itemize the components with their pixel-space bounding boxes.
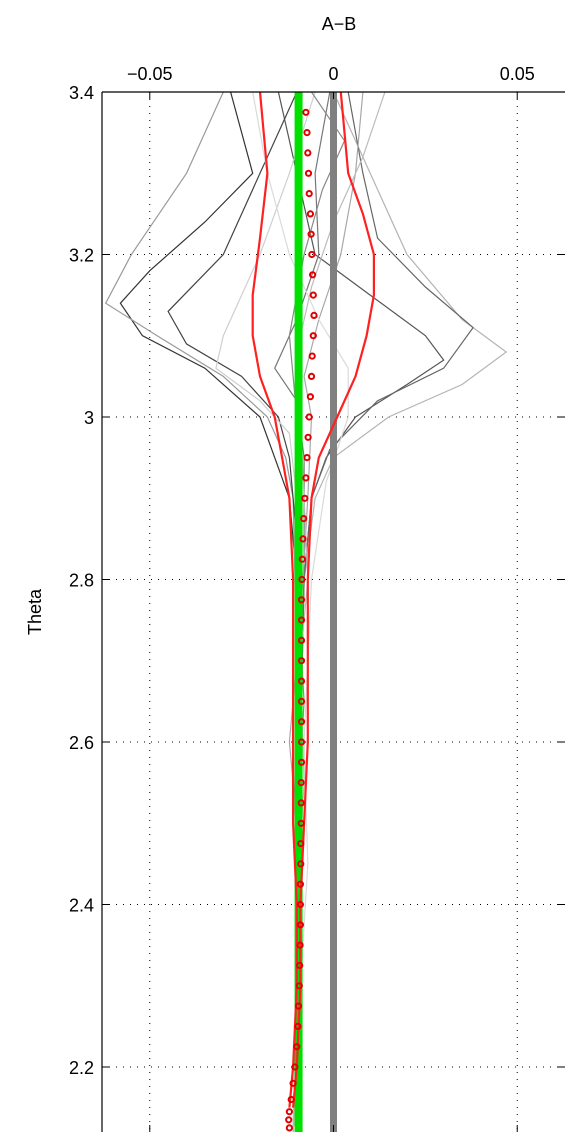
median-marker-10 (310, 311, 318, 319)
median-marker-47 (291, 1063, 299, 1071)
median-marker-40 (296, 921, 304, 929)
median-marker-35 (297, 819, 305, 827)
median-marker-33 (297, 779, 305, 787)
median-marker-32 (297, 758, 306, 766)
upper-envelope-line (292, 92, 375, 1108)
median-marker-8 (309, 271, 317, 279)
median-marker-46 (293, 1043, 301, 1051)
envelope-lines (251, 92, 375, 1108)
axis-labels: A−B Theta (25, 14, 356, 635)
median-marker-25 (297, 616, 306, 624)
ensemble-profile-9 (252, 92, 349, 1132)
y-axis-title: Theta (25, 588, 45, 635)
x-tick-label-1: 0 (328, 64, 338, 84)
x-axis-title: A−B (322, 14, 357, 34)
median-marker-36 (297, 840, 305, 848)
y-tick-label-2: 2.6 (69, 733, 94, 753)
median-marker-4 (305, 190, 313, 198)
median-marker-21 (299, 535, 307, 543)
median-marker-41 (296, 941, 304, 949)
median-marker-5 (306, 210, 314, 218)
y-tick-label-6: 3.4 (69, 83, 94, 103)
median-marker-31 (297, 738, 306, 746)
median-marker-45 (294, 1022, 302, 1031)
median-marker-42 (296, 961, 304, 970)
median-marker-38 (296, 880, 304, 888)
median-marker-30 (297, 718, 306, 726)
median-marker-52 (285, 1124, 293, 1132)
median-marker-6 (307, 230, 315, 238)
median-marker-24 (297, 596, 306, 604)
ensemble-profile-0 (119, 92, 302, 1132)
plot-area (104, 92, 508, 1132)
median-marker-13 (307, 372, 316, 380)
median-marker-17 (303, 454, 311, 462)
median-marker-14 (306, 393, 314, 401)
median-marker-19 (301, 494, 309, 502)
median-marker-48 (289, 1079, 297, 1087)
median-marker-16 (304, 433, 312, 441)
median-marker-2 (304, 149, 312, 157)
median-marker-34 (297, 799, 305, 807)
median-marker-12 (308, 352, 316, 360)
median-marker-22 (298, 555, 306, 563)
median-marker-7 (308, 250, 316, 259)
x-tick-label-0: −0.05 (127, 64, 173, 84)
median-marker-43 (295, 982, 303, 990)
median-marker-9 (309, 291, 317, 299)
y-tick-label-0: 2.2 (69, 1058, 94, 1078)
median-marker-44 (295, 1002, 303, 1010)
ensemble-profile-2 (104, 92, 302, 1132)
y-tick-label-5: 3.2 (69, 246, 94, 266)
median-marker-29 (297, 697, 306, 706)
median-marker-49 (287, 1095, 295, 1104)
median-marker-51 (285, 1116, 293, 1124)
median-marker-26 (297, 636, 306, 645)
lower-envelope-line (251, 92, 298, 1108)
ensemble-profile-5 (292, 92, 474, 1132)
ensemble-profile-4 (167, 92, 301, 1132)
median-marker-23 (298, 575, 306, 584)
ensemble-profiles (104, 92, 508, 1132)
y-tick-label-3: 2.8 (69, 571, 94, 591)
reference-lines (294, 92, 337, 1132)
median-marker-37 (297, 860, 305, 868)
median-marker-0 (302, 108, 310, 116)
x-tick-label-2: 0.05 (500, 64, 535, 84)
median-marker-11 (309, 332, 317, 340)
median-marker-15 (305, 413, 313, 421)
median-marker-39 (296, 900, 304, 909)
median-markers (285, 108, 318, 1132)
median-marker-20 (300, 515, 308, 523)
median-marker-50 (285, 1108, 293, 1116)
median-marker-28 (297, 677, 306, 685)
median-marker-3 (304, 169, 313, 177)
y-tick-label-4: 3 (84, 408, 94, 428)
axes: −0.05 0 0.05 2.2 2.4 2.6 2.8 3 3.2 3.4 (69, 64, 565, 1132)
median-marker-1 (303, 129, 311, 137)
median-marker-27 (297, 657, 306, 665)
y-tick-label-1: 2.4 (69, 896, 94, 916)
median-marker-18 (302, 474, 310, 482)
